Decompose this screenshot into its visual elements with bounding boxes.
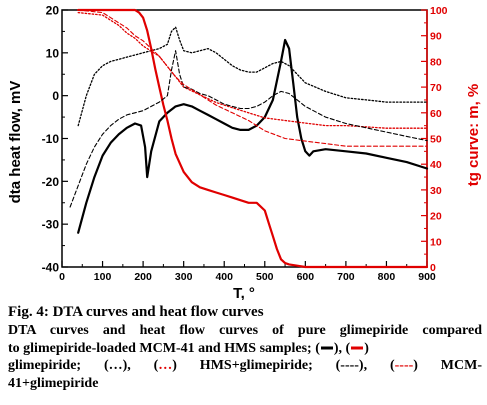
dta-tg-chart: 0 100 200 300 400 500 600 700 800 900 -40-30-20-1… xyxy=(7,4,482,301)
caption-line-2: to glimepiride-loaded MCM-41 and HMS sam… xyxy=(8,340,482,358)
x-tick-label: 200 xyxy=(134,271,152,283)
x-tick-label: 500 xyxy=(256,271,274,283)
caption-title: Fig. 4: DTA curves and heat flow curves xyxy=(8,304,264,320)
y-left-tick-label: 20 xyxy=(46,4,60,18)
series-layer xyxy=(69,8,429,269)
x-axis-label: T, ° xyxy=(233,285,255,300)
x-tick-label: 0 xyxy=(59,271,65,283)
series-line-dta-solid-0 xyxy=(77,38,429,234)
x-axis: 0 100 200 300 400 500 600 700 800 900 xyxy=(59,261,436,283)
caption-description: DTA curves and heat flow curves of pure … xyxy=(8,322,482,392)
series-line-dta-dashed-4 xyxy=(69,50,428,208)
y-left-tick-label: -40 xyxy=(42,261,60,275)
y-axis-left-label: dta heat flow, mV xyxy=(7,81,24,204)
x-tick-label: 100 xyxy=(94,271,112,283)
y-right-tick-label: 100 xyxy=(430,5,448,17)
caption-text: to glimepiride-loaded MCM-41 and HMS sam… xyxy=(8,340,320,356)
y-right-tick-label: 0 xyxy=(430,262,436,274)
x-tick-label: 400 xyxy=(215,271,233,283)
y-axis-right-label: tg curve: m, % xyxy=(465,84,482,187)
y-right-tick-label: 70 xyxy=(430,82,442,94)
series-line-tg-dotted-3 xyxy=(77,11,428,129)
y-right-tick-label: 90 xyxy=(430,31,442,43)
series-line-tg-solid-1 xyxy=(77,8,429,269)
y-right-tick-label: 20 xyxy=(430,211,442,223)
x-tick-label: 700 xyxy=(337,271,355,283)
plot-frame xyxy=(61,9,428,268)
legend-red-solid xyxy=(351,346,364,349)
x-tick-label: 900 xyxy=(418,271,436,283)
x-tick-label: 600 xyxy=(297,271,315,283)
series-line-tg-dashed-5 xyxy=(77,9,428,147)
caption-text: ) HMS+glimepiride; (----), ( xyxy=(172,358,395,373)
y-left-tick-label: 0 xyxy=(52,89,59,103)
y-right-tick-label: 40 xyxy=(430,159,442,171)
legend-black-solid xyxy=(320,346,333,349)
caption-line-1: DTA curves and heat flow curves of pure … xyxy=(8,323,482,338)
legend-red-dotted: … xyxy=(158,358,173,373)
y-left-tick-label: -20 xyxy=(42,175,60,189)
caption-text: ) MCM- xyxy=(413,358,482,373)
x-tick-label: 300 xyxy=(175,271,193,283)
legend-red-dashed: ---- xyxy=(394,358,414,373)
figure-caption: Fig. 4: DTA curves and heat flow curves … xyxy=(8,303,482,392)
y-left-tick-label: -30 xyxy=(42,218,60,232)
y-axis-right: 0 10 20 30 40 50 60 70 80 90 100 xyxy=(421,5,448,274)
x-tick-label: 800 xyxy=(378,271,396,283)
caption-line-4: 41+glimepiride xyxy=(8,375,99,391)
caption-text: ) xyxy=(364,340,369,356)
y-right-tick-label: 60 xyxy=(430,108,442,120)
y-left-tick-label: -10 xyxy=(42,132,60,146)
y-right-tick-label: 30 xyxy=(430,185,442,197)
series-line-dta-dotted-2 xyxy=(77,26,428,127)
y-right-tick-label: 80 xyxy=(430,56,442,68)
y-right-tick-label: 50 xyxy=(430,134,442,146)
caption-text: ), ( xyxy=(333,340,351,356)
caption-text: glimepiride; (…), ( xyxy=(8,358,159,373)
y-axis-left: -40 -30 -20 -10 0 10 20 xyxy=(42,4,68,275)
caption-line-3: glimepiride; (…), (…) HMS+glimepiride; (… xyxy=(8,357,482,375)
y-right-tick-label: 10 xyxy=(430,236,442,248)
y-left-tick-label: 10 xyxy=(46,46,60,60)
